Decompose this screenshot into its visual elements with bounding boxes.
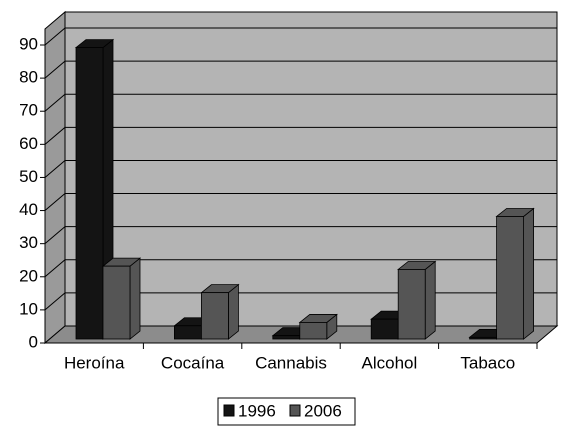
grid-line — [44, 159, 557, 178]
grid-line — [44, 292, 557, 311]
grid-line — [44, 27, 557, 46]
bar — [370, 318, 399, 340]
x-tick-label: Cocaína — [161, 353, 225, 372]
bar-side — [523, 207, 534, 340]
grid-line — [44, 226, 557, 245]
grid-line — [44, 126, 557, 145]
y-tick-label: 10 — [19, 299, 38, 318]
x-tick-label: Tabaco — [460, 353, 515, 372]
y-tick-label: 90 — [19, 34, 38, 53]
legend: 1996 2006 — [217, 397, 356, 426]
y-tick-label: 0 — [29, 332, 38, 351]
x-tick-label: Alcohol — [362, 353, 418, 372]
grid-line — [44, 193, 557, 211]
grid-line — [44, 259, 557, 278]
x-tick-label: Heroína — [64, 353, 125, 372]
y-tick-label: 30 — [19, 233, 38, 252]
y-tick-label: 70 — [19, 101, 38, 120]
y-tick-label: 50 — [19, 167, 38, 186]
bar — [469, 336, 498, 340]
grid-line — [44, 93, 557, 112]
bar-side — [424, 260, 436, 340]
bar — [496, 216, 525, 340]
bar — [397, 269, 426, 340]
bar — [272, 335, 301, 340]
bar — [299, 322, 328, 340]
legend-swatch — [223, 404, 235, 417]
y-tick-label: 20 — [19, 266, 38, 285]
bar — [173, 325, 202, 340]
grid-line — [44, 60, 557, 79]
legend-box — [217, 397, 356, 426]
legend-swatch — [289, 404, 301, 417]
x-tick-label: Cannabis — [255, 353, 327, 372]
bar-side — [227, 283, 239, 340]
side-wall — [44, 10, 66, 345]
legend-label: 2006 — [304, 401, 342, 420]
bar — [75, 47, 104, 340]
y-tick-label: 40 — [19, 200, 38, 219]
y-tick-label: 60 — [19, 134, 38, 153]
legend-label: 1996 — [238, 401, 276, 420]
y-tick-label: 80 — [19, 68, 38, 87]
bar-side — [129, 257, 141, 340]
bar — [102, 265, 131, 340]
bar — [200, 292, 229, 340]
